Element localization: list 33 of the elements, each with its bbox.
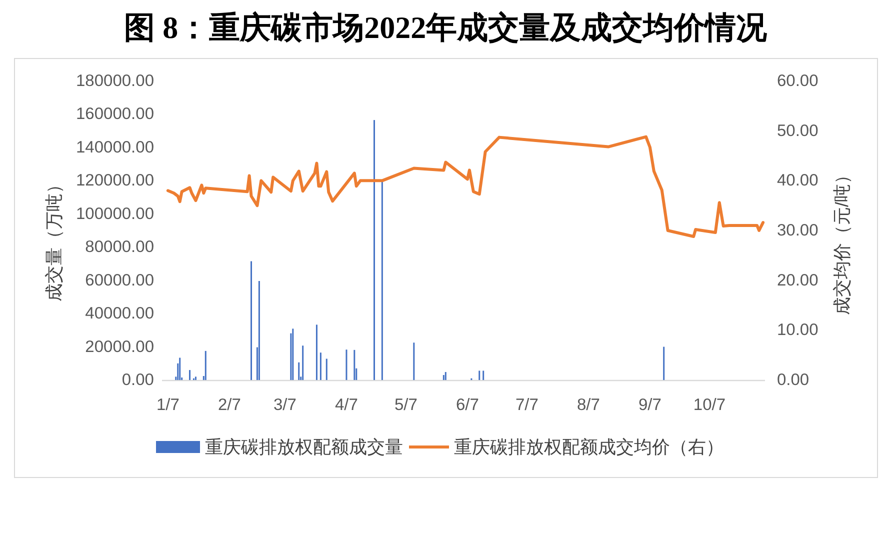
legend-label: 重庆碳排放权配额成交均价（右）: [454, 437, 724, 457]
y2-tick-label: 50.00: [777, 122, 818, 140]
x-tick-label: 3/7: [274, 396, 296, 414]
x-tick-label: 9/7: [638, 396, 662, 414]
y2-tick-label: 40.00: [777, 172, 818, 190]
x-tick-label: 5/7: [394, 396, 418, 414]
y-tick-label: 40000.00: [85, 304, 154, 323]
y-tick-label: 160000.00: [76, 105, 154, 124]
x-tick-label: 6/7: [456, 396, 479, 414]
y-axis-title: 成交量（万吨）: [44, 176, 64, 302]
y2-tick-label: 10.00: [777, 321, 818, 340]
x-tick-label: 1/7: [156, 396, 180, 414]
x-tick-label: 7/7: [516, 396, 538, 414]
x-tick-label: 10/7: [693, 396, 726, 414]
legend-label: 重庆碳排放权配额成交量: [205, 437, 403, 457]
x-tick-label: 4/7: [335, 396, 358, 414]
y-tick-label: 20000.00: [85, 338, 154, 356]
y-tick-label: 80000.00: [85, 238, 154, 256]
chart-title: 图 8：重庆碳市场2022年成交量及成交均价情况: [124, 10, 768, 45]
x-tick-label: 2/7: [218, 396, 241, 414]
y2-tick-label: 20.00: [777, 271, 818, 290]
y-tick-label: 140000.00: [76, 138, 154, 156]
y-tick-label: 100000.00: [76, 204, 154, 223]
y2-tick-label: 30.00: [777, 222, 818, 240]
y2-tick-label: 60.00: [777, 72, 818, 90]
y2-axis-title: 成交均价（元/吨）: [832, 166, 852, 316]
x-tick-label: 8/7: [576, 396, 600, 414]
y-tick-label: 120000.00: [76, 172, 154, 190]
line-series: [166, 135, 765, 238]
y-tick-label: 0.00: [122, 371, 154, 389]
y-tick-label: 60000.00: [85, 271, 154, 290]
y2-tick-label: 0.00: [777, 371, 810, 389]
y-tick-label: 180000.00: [76, 72, 154, 90]
